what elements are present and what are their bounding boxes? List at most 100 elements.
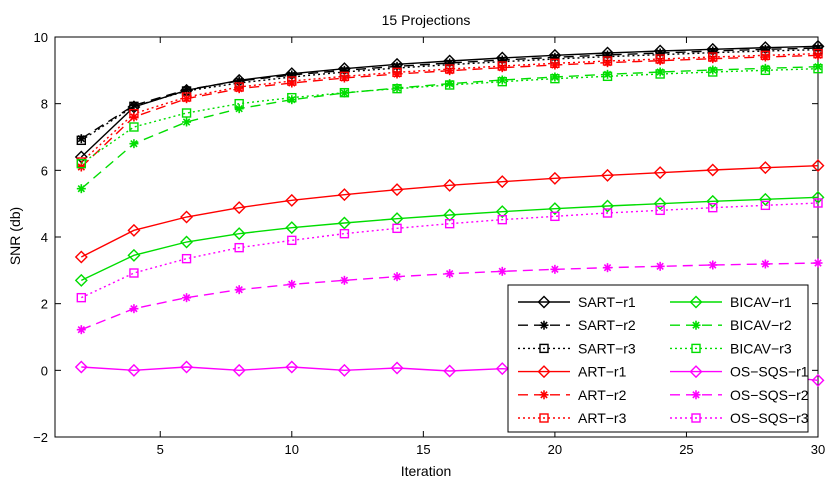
data-point	[653, 197, 667, 211]
data-point	[232, 201, 246, 215]
data-point	[287, 76, 297, 86]
data-point	[127, 363, 141, 377]
data-point	[392, 272, 402, 282]
data-point	[706, 163, 720, 177]
x-tick-label: 10	[285, 442, 299, 457]
data-point	[708, 67, 718, 77]
series-bicav-r1	[74, 190, 825, 287]
data-point	[813, 62, 823, 72]
data-point	[337, 216, 351, 230]
legend-label: BICAV−r3	[730, 340, 792, 356]
data-point	[706, 194, 720, 208]
data-point	[180, 210, 194, 224]
data-point	[811, 373, 825, 387]
data-point	[601, 199, 615, 213]
data-point	[601, 168, 615, 182]
legend-item: OS−SQS−r1	[670, 364, 809, 380]
data-point	[129, 304, 139, 314]
chart-title: 15 Projections	[382, 12, 471, 28]
legend-item: SART−r3	[518, 340, 636, 356]
legend-box	[507, 284, 809, 433]
data-point	[76, 292, 87, 303]
data-point	[285, 221, 299, 235]
data-point	[181, 108, 192, 118]
data-point	[655, 67, 665, 77]
series-line	[80, 47, 819, 140]
legend-item: SART−r2	[518, 317, 636, 333]
data-point	[603, 58, 613, 68]
series-os-sqs-r3	[76, 198, 823, 303]
data-point	[655, 54, 665, 64]
data-point	[495, 362, 509, 376]
x-axis-label: Iteration	[401, 463, 452, 479]
legend-item: BICAV−r2	[670, 317, 792, 333]
data-point	[180, 360, 194, 374]
data-point	[445, 269, 455, 279]
data-point	[708, 54, 718, 64]
data-point	[74, 250, 88, 264]
data-point	[443, 178, 457, 192]
legend-label: SART−r2	[578, 317, 636, 333]
y-tick-label: −2	[33, 430, 48, 445]
data-point	[182, 293, 192, 303]
plot-area: 5 10 15 20 25 30−20246810SART−r1SART−r2SART−r…	[33, 30, 825, 457]
data-point	[129, 122, 139, 132]
legend-item: ART−r2	[518, 387, 627, 403]
data-point	[392, 69, 402, 79]
data-point	[232, 363, 246, 377]
x-tick-label: 5	[157, 442, 164, 457]
data-point	[339, 73, 349, 83]
data-point	[74, 360, 88, 374]
data-point	[444, 218, 455, 229]
series-line	[80, 67, 819, 165]
data-point	[813, 48, 823, 59]
series-line	[80, 164, 819, 258]
data-point	[548, 171, 562, 185]
data-point	[760, 65, 771, 76]
data-point	[234, 76, 244, 86]
series-bicav-r2	[76, 62, 823, 194]
data-point	[497, 214, 507, 225]
data-point	[603, 50, 613, 60]
data-point	[443, 208, 457, 222]
data-point	[76, 135, 87, 146]
x-tick-label: 30	[811, 442, 825, 457]
legend-label: BICAV−r2	[730, 317, 792, 333]
data-point	[813, 63, 823, 74]
data-point	[287, 78, 297, 88]
series-art-r1	[74, 159, 825, 264]
series-line	[81, 196, 819, 281]
data-point	[234, 285, 244, 295]
data-point	[760, 52, 770, 62]
data-point	[337, 188, 351, 202]
legend-label: ART−r2	[578, 387, 627, 403]
legend-item: ART−r1	[518, 364, 627, 380]
data-point	[495, 175, 509, 189]
data-point	[287, 279, 297, 289]
data-point	[390, 183, 404, 197]
legend-marker	[537, 365, 551, 379]
data-point	[758, 192, 772, 206]
legend-label: SART−r1	[578, 294, 636, 310]
data-point	[76, 158, 87, 169]
legend-item: SART−r1	[518, 294, 636, 310]
data-point	[603, 69, 613, 79]
legend-label: OS−SQS−r3	[730, 410, 809, 426]
data-point	[603, 263, 613, 273]
data-point	[232, 227, 246, 241]
data-point	[813, 258, 823, 268]
data-point	[234, 242, 244, 253]
data-point	[497, 266, 507, 276]
legend-label: OS−SQS−r1	[730, 364, 809, 380]
data-point	[550, 52, 560, 62]
data-point	[74, 273, 88, 287]
legend-marker	[691, 413, 701, 423]
data-point	[708, 260, 718, 270]
x-tick-label: 15	[416, 442, 430, 457]
data-point	[444, 64, 455, 74]
data-point	[234, 98, 244, 109]
legend-label: ART−r3	[578, 410, 627, 426]
legend-marker	[689, 295, 703, 309]
y-axis-label: SNR (db)	[7, 207, 23, 265]
data-point	[234, 82, 244, 92]
